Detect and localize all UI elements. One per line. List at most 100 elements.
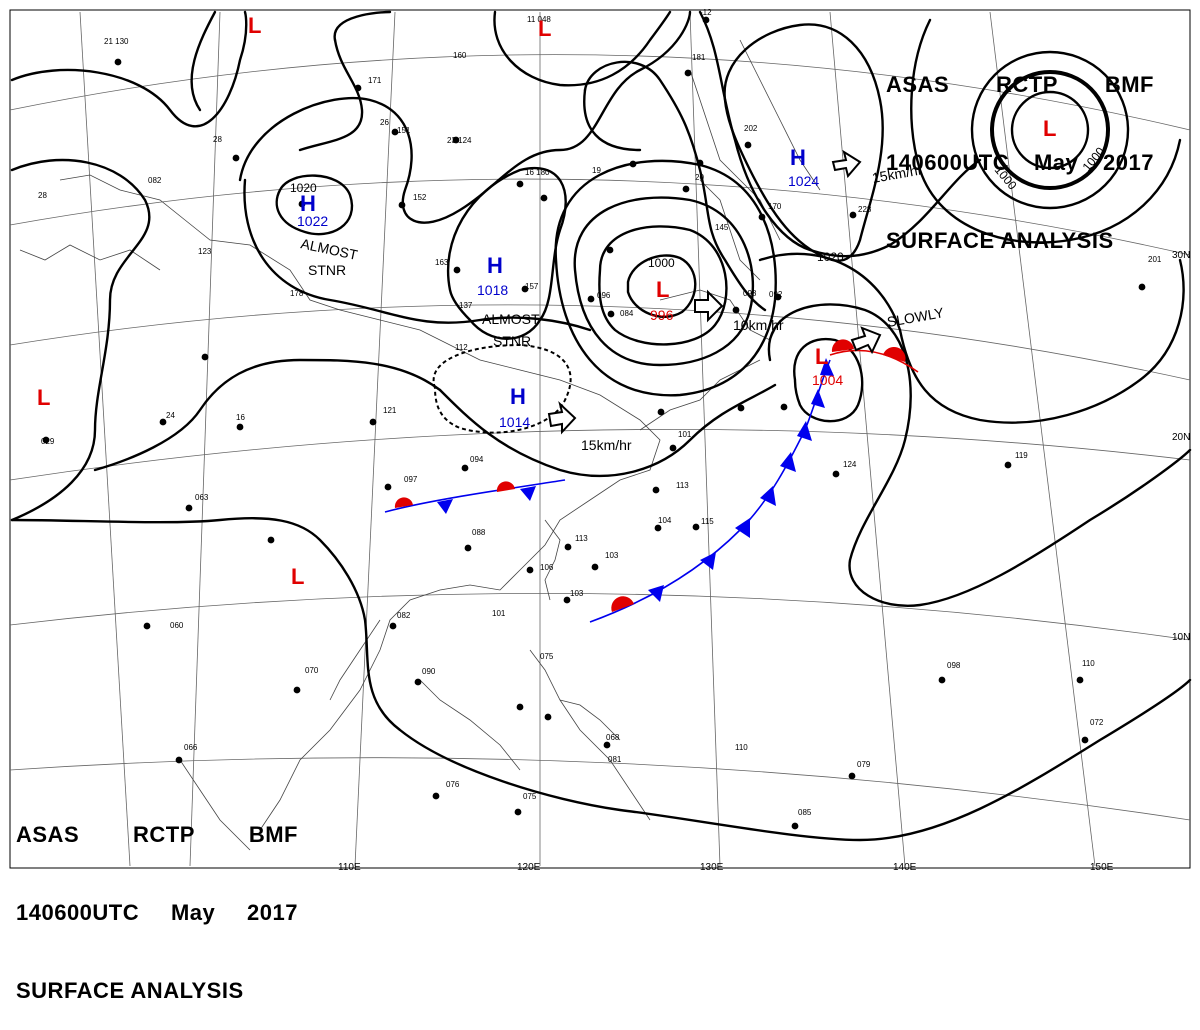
header-time: 140600UTC (16, 900, 140, 925)
high-center-letter: H (300, 191, 316, 216)
header-month: May (170, 900, 216, 925)
svg-text:20: 20 (695, 173, 704, 182)
movement-label: STNR (493, 333, 531, 349)
svg-text:119: 119 (1015, 451, 1028, 460)
svg-text:103: 103 (570, 589, 584, 598)
svg-text:085: 085 (798, 808, 812, 817)
header-line-1: ASAS RCTP BMF (16, 822, 298, 848)
cold-front (589, 358, 834, 623)
low-center-letter: L (815, 344, 828, 369)
svg-text:110: 110 (735, 743, 748, 752)
svg-text:098: 098 (947, 661, 961, 670)
lat-label: 30N (1172, 250, 1190, 261)
header-line-2: 140600UTC May 2017 (16, 900, 298, 926)
svg-text:101: 101 (492, 609, 506, 618)
lon-label: 140E (893, 862, 917, 873)
high-center-value: 1018 (477, 282, 508, 298)
svg-text:19: 19 (592, 166, 601, 175)
weather-map: 21 130 171 23 124 28 26 151 16 180 19 152 163 1… (9, 8, 1192, 873)
svg-text:170: 170 (768, 202, 782, 211)
svg-text:24: 24 (166, 411, 175, 420)
svg-text:28: 28 (38, 191, 47, 200)
pressure-centers: H 1022 H 1018 H 1014 H 1024 L 996 L 1004 (297, 145, 843, 430)
svg-text:070: 070 (305, 666, 319, 675)
svg-text:16: 16 (236, 413, 245, 422)
low-center-value: 1004 (812, 372, 843, 388)
svg-text:151: 151 (397, 126, 411, 135)
isobar-label: 1020 (290, 181, 317, 195)
svg-text:115: 115 (701, 517, 714, 526)
svg-text:152: 152 (413, 193, 427, 202)
svg-text:090: 090 (422, 667, 436, 676)
movement-label: 15km/hr (581, 437, 632, 453)
isobars (10, 10, 1192, 842)
svg-text:096: 096 (597, 291, 611, 300)
svg-text:-12: -12 (700, 8, 712, 17)
header-year: 2017 (247, 900, 298, 925)
header-time: 140600UTC (886, 150, 1010, 175)
svg-text:097: 097 (404, 475, 418, 484)
svg-text:23 124: 23 124 (447, 136, 472, 145)
high-center-letter: H (510, 384, 526, 409)
svg-text:066: 066 (184, 743, 198, 752)
svg-text:228: 228 (858, 205, 872, 214)
svg-text:202: 202 (744, 124, 758, 133)
svg-text:112: 112 (455, 343, 468, 352)
high-center-value: 1024 (788, 173, 819, 189)
svg-text:098: 098 (743, 289, 757, 298)
map-header-top: ASAS RCTP BMF 140600UTC May 2017 SURFACE… (886, 20, 1154, 280)
warm-front (829, 339, 919, 373)
svg-text:137: 137 (459, 301, 473, 310)
lat-label: 20N (1172, 432, 1190, 443)
svg-text:079: 079 (857, 760, 871, 769)
svg-text:121: 121 (383, 406, 397, 415)
svg-text:16 180: 16 180 (525, 168, 550, 177)
movement-arrows (547, 149, 882, 435)
svg-text:060: 060 (170, 621, 184, 630)
svg-text:110: 110 (1082, 659, 1095, 668)
svg-text:084: 084 (620, 309, 634, 318)
svg-text:075: 075 (540, 652, 554, 661)
coastlines (19, 39, 821, 851)
svg-text:145: 145 (715, 223, 729, 232)
lon-label: 110E (338, 862, 361, 873)
high-center-value: 1014 (499, 414, 530, 430)
header-title: SURFACE ANALYSIS (16, 978, 244, 1003)
header-line-1: ASAS RCTP BMF (886, 72, 1154, 98)
dashed-isobar (432, 343, 572, 434)
high-center-value: 1022 (297, 213, 328, 229)
svg-text:094: 094 (470, 455, 484, 464)
svg-text:075: 075 (523, 792, 537, 801)
low-markers: L L L L L (37, 13, 1056, 589)
svg-text:157: 157 (525, 282, 539, 291)
isobar-label: 1020 (817, 250, 844, 264)
svg-text:26: 26 (380, 118, 389, 127)
header-line-2: 140600UTC May 2017 (886, 150, 1154, 176)
svg-text:181: 181 (692, 53, 706, 62)
movement-label: ALMOST (482, 311, 540, 327)
svg-text:113: 113 (575, 534, 588, 543)
high-center-letter: H (487, 253, 503, 278)
lon-label: 150E (1090, 862, 1114, 873)
svg-text:082: 082 (148, 176, 162, 185)
low-center-marker: L (538, 16, 551, 41)
low-center-value: 996 (650, 307, 674, 323)
svg-text:082: 082 (397, 611, 411, 620)
svg-text:068: 068 (606, 733, 620, 742)
svg-text:063: 063 (195, 493, 209, 502)
high-center-letter: H (790, 145, 806, 170)
svg-text:088: 088 (472, 528, 486, 537)
svg-text:072: 072 (1090, 718, 1104, 727)
isobar-label: 1000 (648, 256, 675, 270)
low-center-marker: L (248, 13, 261, 38)
svg-text:104: 104 (658, 516, 672, 525)
svg-text:163: 163 (435, 258, 449, 267)
movement-label: STNR (308, 262, 346, 278)
svg-text:029: 029 (41, 437, 55, 446)
lon-label: 130E (700, 862, 724, 873)
svg-text:178: 178 (290, 289, 304, 298)
svg-text:081: 081 (608, 755, 622, 764)
svg-text:103: 103 (605, 551, 619, 560)
header-agency: ASAS (886, 72, 950, 97)
svg-text:201: 201 (1148, 255, 1162, 264)
